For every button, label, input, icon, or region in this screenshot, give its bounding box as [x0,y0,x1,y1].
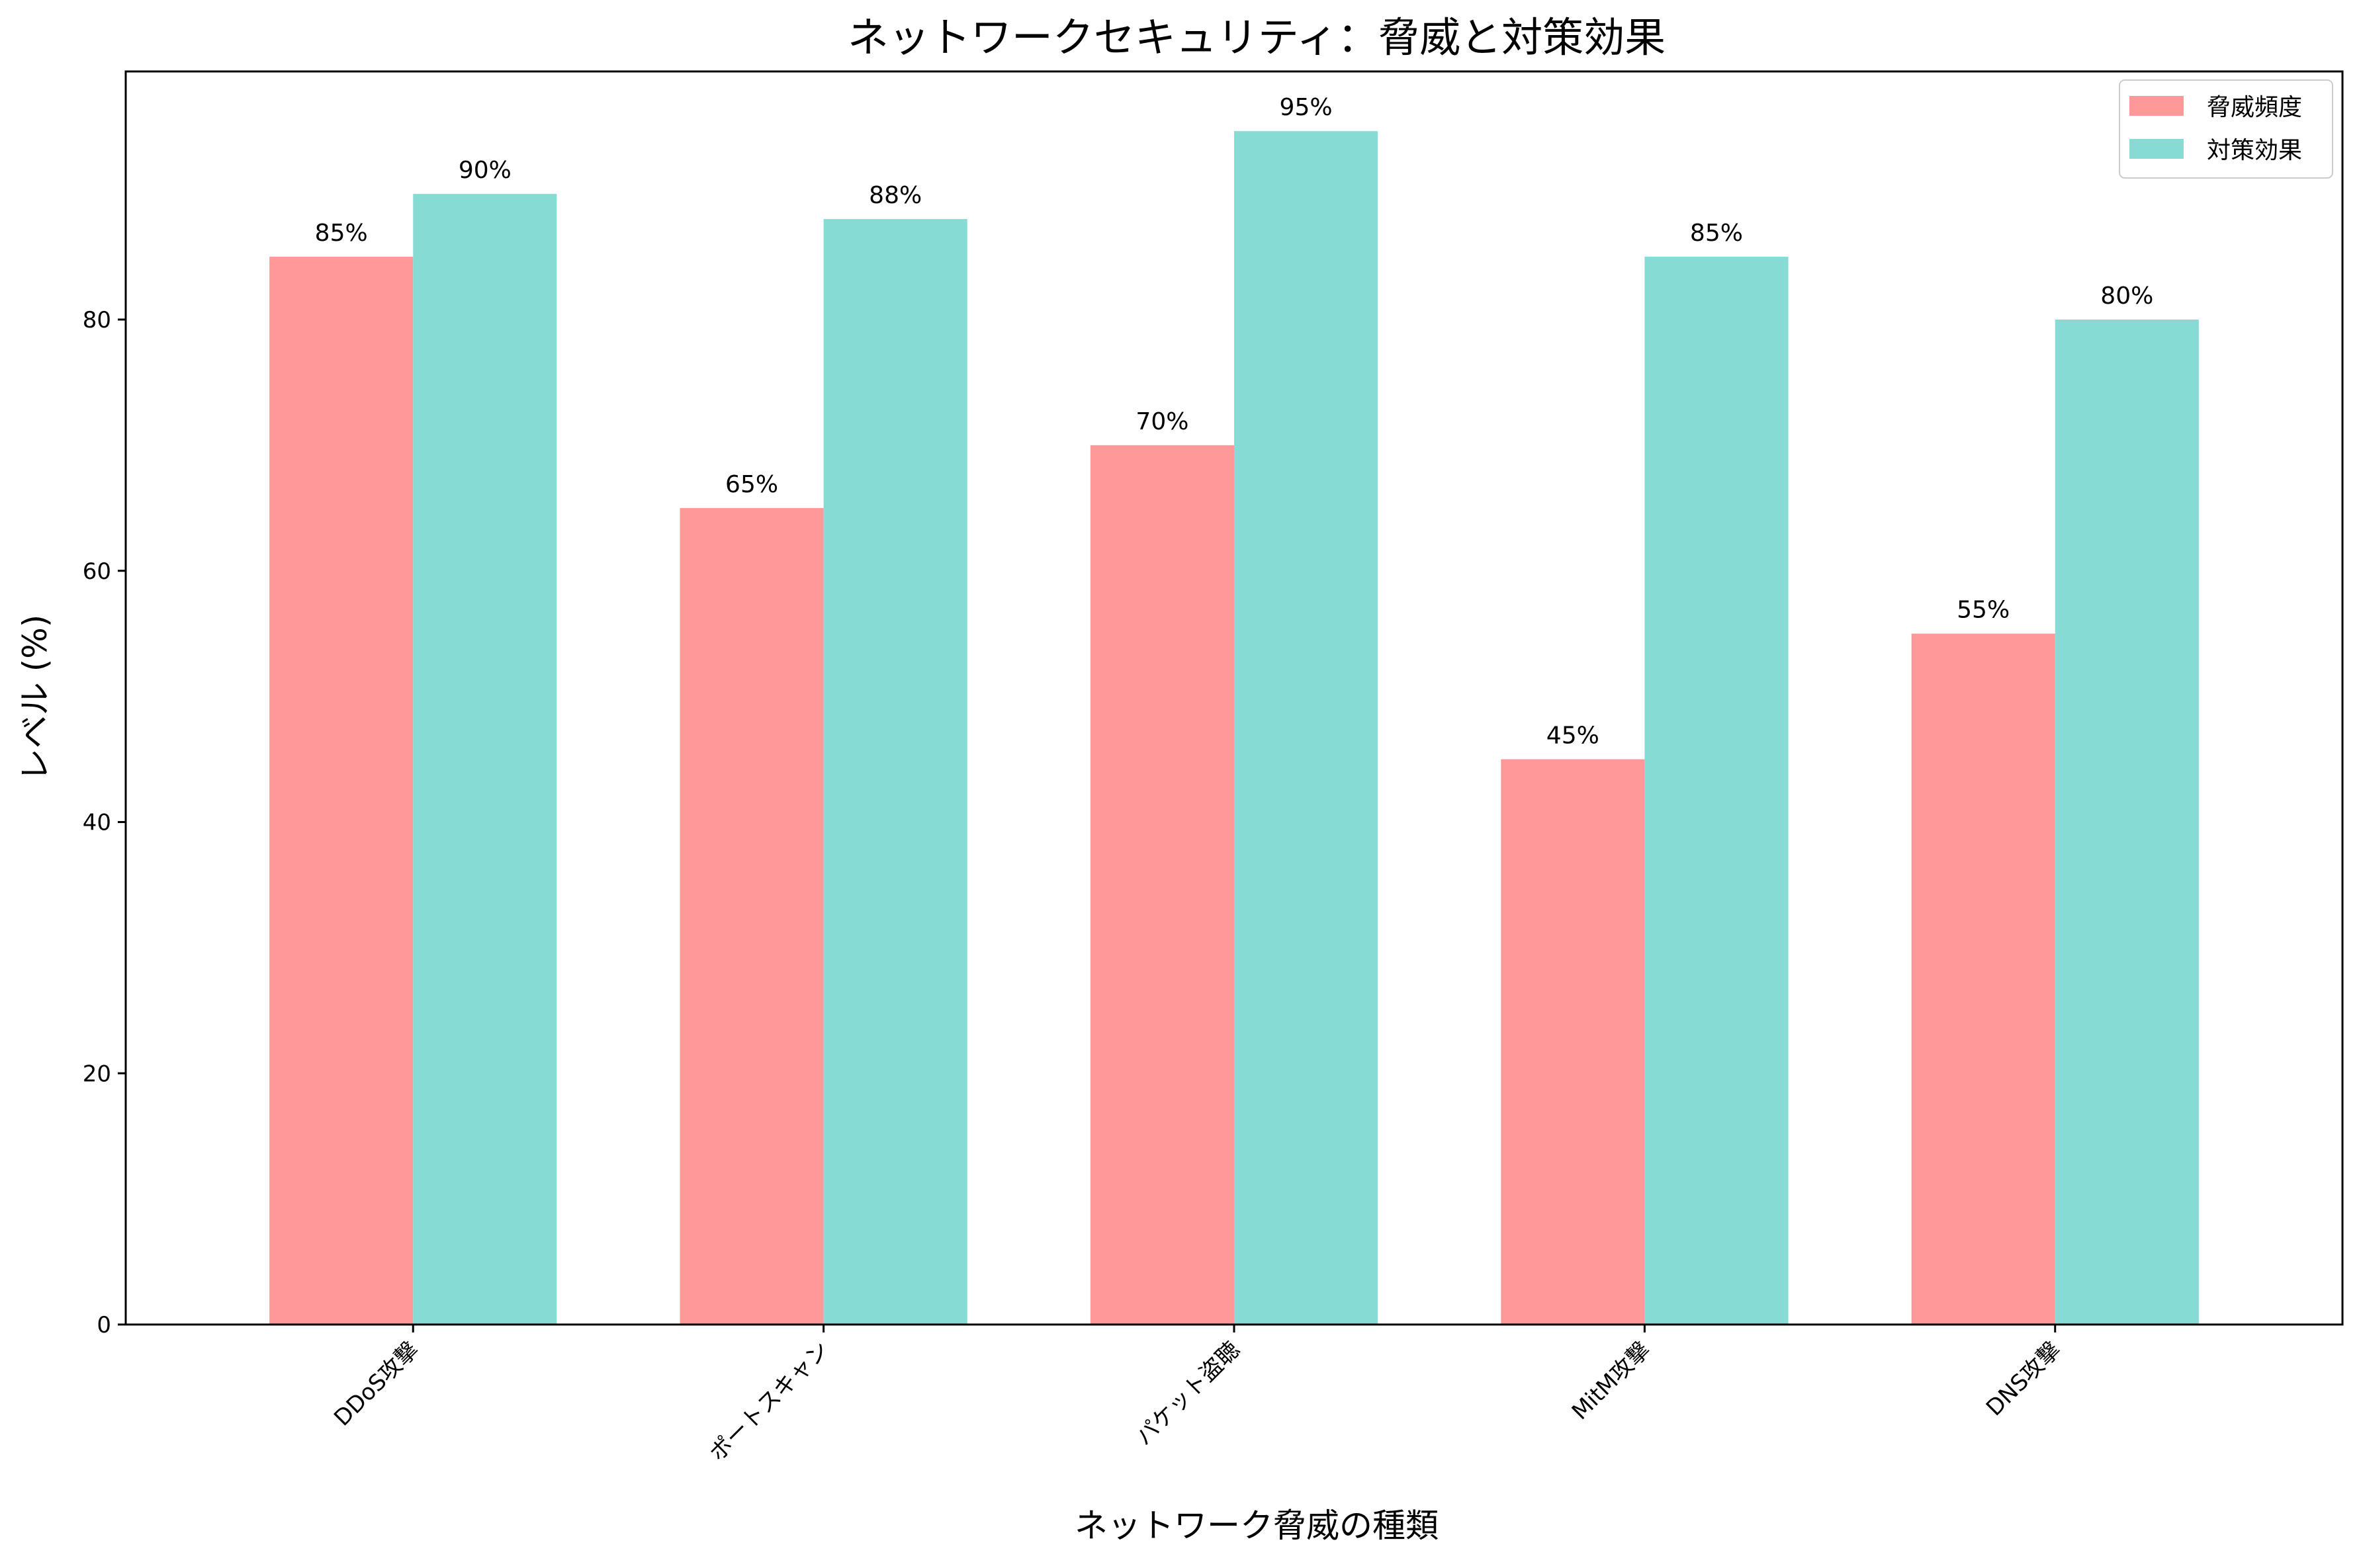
legend: 脅威頻度 対策効果 [2119,79,2333,179]
y-tick-label-2: 40 [83,810,111,836]
bar-threat-0 [269,257,414,1325]
bar-threat-4 [1911,633,2055,1325]
legend-label-countermeasure: 対策効果 [2207,137,2302,164]
value-label-countermeasure-3: 85% [1690,220,1743,247]
y-axis: 0 20 40 60 80 [83,307,126,1338]
y-axis-title: レベル (%) [16,615,54,781]
bars-layer [269,131,2199,1325]
bar-countermeasure-2 [1234,131,1378,1325]
bar-countermeasure-3 [1644,257,1789,1325]
value-label-countermeasure-0: 90% [459,157,512,184]
value-label-threat-3: 45% [1546,722,1599,750]
y-tick-label-1: 20 [83,1061,111,1087]
x-axis-title: ネットワーク脅威の種類 [1075,1506,1439,1545]
bar-threat-2 [1090,445,1234,1325]
chart-title: ネットワークセキュリティ：脅威と対策効果 [848,13,1666,62]
bar-threat-1 [680,507,824,1325]
legend-label-threat: 脅威頻度 [2207,94,2302,121]
value-label-threat-1: 65% [725,471,778,498]
plot-frame [124,70,2344,1326]
value-label-threat-0: 85% [315,220,368,247]
value-label-threat-2: 70% [1136,408,1188,435]
y-tick-label-0: 0 [97,1312,111,1338]
bar-countermeasure-1 [823,219,967,1325]
value-labels-layer: 85% 65% 70% 45% 55% 90% 88% 95% 85% 80% [315,94,2154,749]
value-label-countermeasure-4: 80% [2100,283,2153,310]
bar-countermeasure-4 [2055,320,2199,1325]
y-tick-label-3: 60 [83,558,111,585]
value-label-threat-4: 55% [1957,597,2010,624]
bar-threat-3 [1501,759,1645,1325]
value-label-countermeasure-2: 95% [1280,94,1333,121]
legend-swatch-countermeasure [2129,139,2184,159]
bar-countermeasure-0 [413,194,557,1325]
legend-swatch-threat [2129,96,2184,116]
y-tick-label-4: 80 [83,307,111,333]
value-label-countermeasure-1: 88% [869,182,922,209]
